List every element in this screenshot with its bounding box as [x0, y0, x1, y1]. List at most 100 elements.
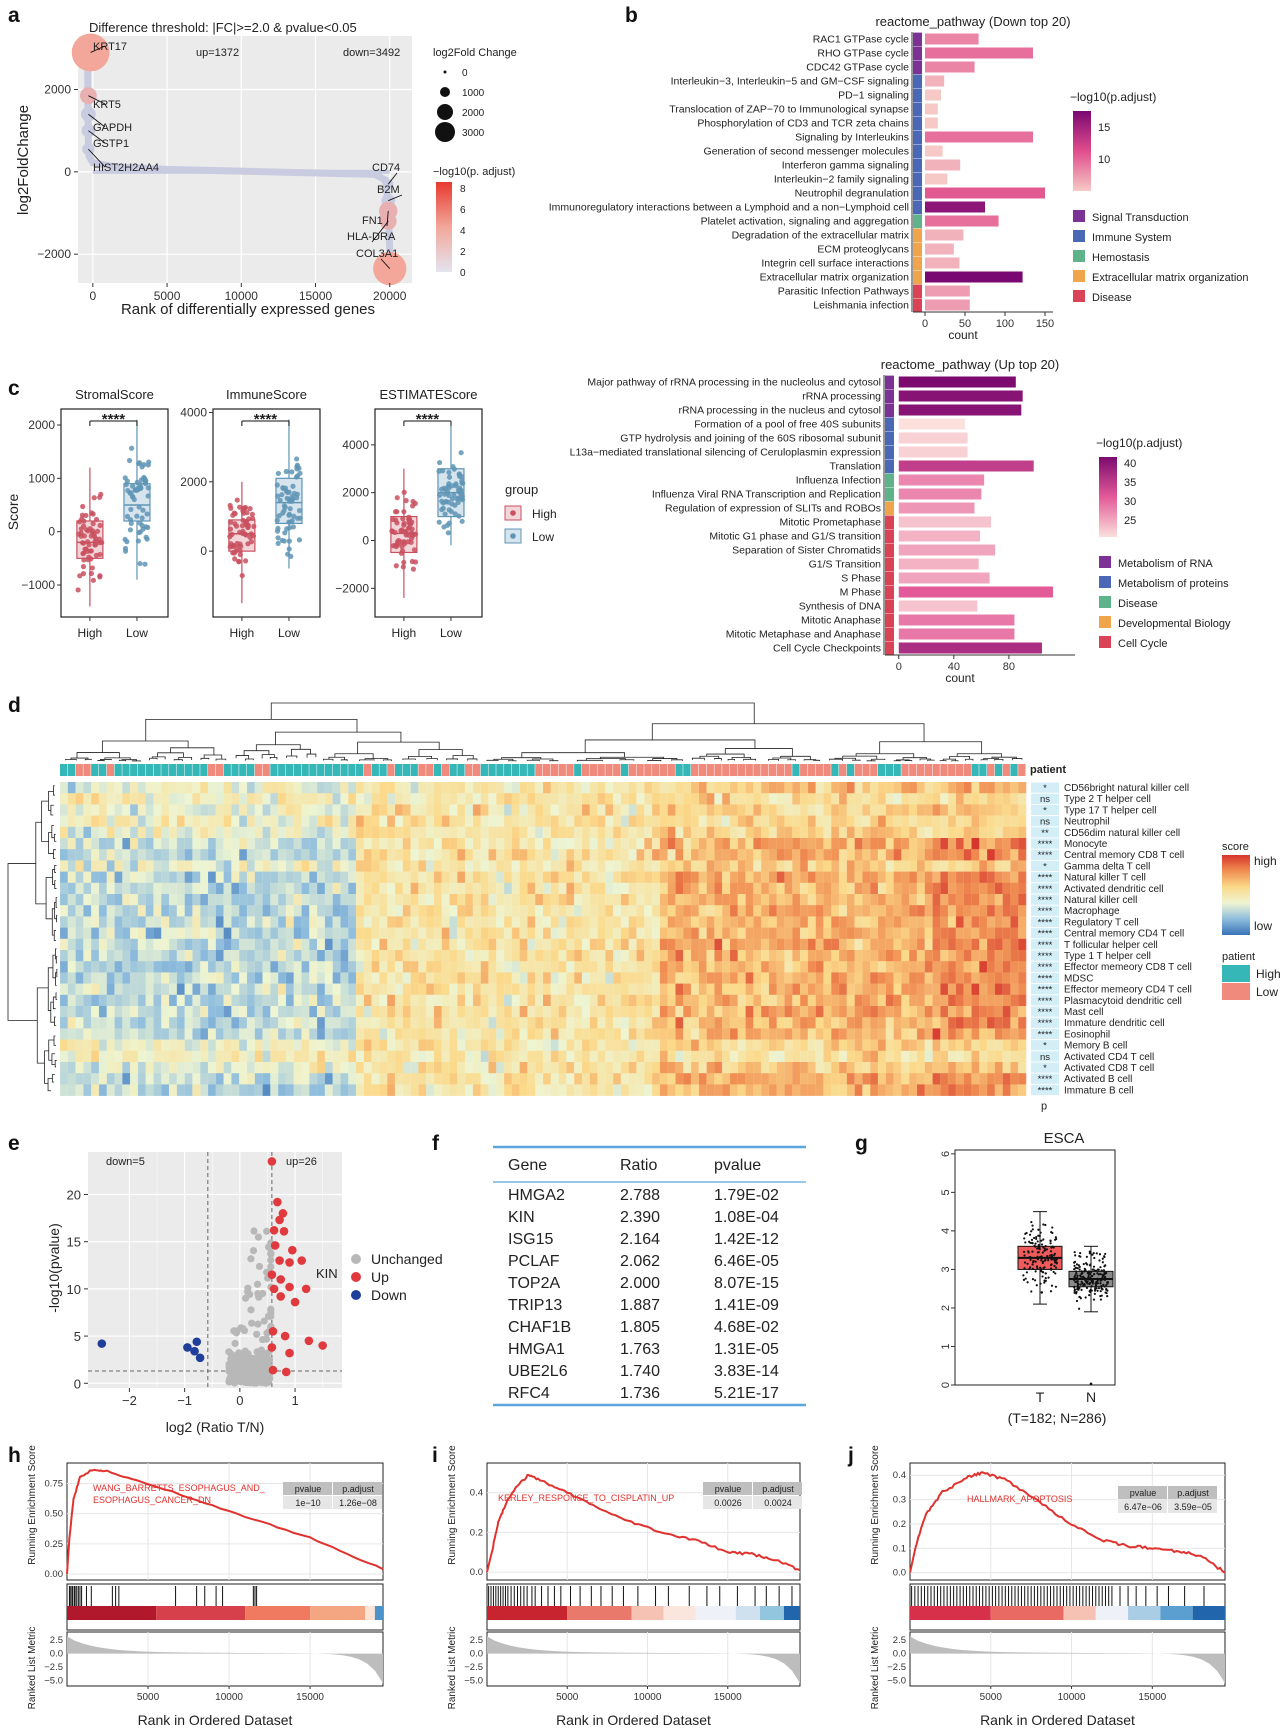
data-point — [91, 495, 97, 501]
heatmap-cell — [348, 1039, 357, 1052]
heatmap-cell — [955, 950, 964, 962]
heatmap-cell — [387, 849, 396, 861]
patient-annotation-cell — [309, 764, 317, 776]
heatmap-cell — [807, 983, 816, 996]
score-legend-bar — [1222, 855, 1250, 935]
heatmap-cell — [948, 860, 957, 872]
heatmap-cell — [418, 916, 427, 928]
heatmap-cell — [979, 793, 988, 805]
heatmap-cell — [301, 894, 310, 906]
heatmap-cell — [324, 849, 333, 861]
heatmap-cell — [433, 871, 443, 884]
data-point — [275, 535, 281, 541]
heatmap-cell — [114, 826, 123, 839]
heatmap-cell — [870, 938, 879, 951]
heatmap-cell — [457, 916, 466, 928]
heatmap-cell — [215, 905, 224, 917]
heatmap-cell — [285, 1062, 295, 1074]
heatmap-cell — [761, 882, 770, 895]
heatmap-cell — [909, 905, 918, 917]
heatmap-cell — [885, 871, 894, 884]
heatmap-cell — [114, 894, 123, 906]
heatmap-cell — [815, 961, 824, 973]
data-point — [89, 565, 95, 571]
heatmap-cell — [706, 838, 715, 850]
heatmap-cell — [278, 1006, 287, 1018]
bar — [925, 173, 948, 185]
heatmap-cell — [628, 849, 637, 861]
heatmap-cell — [285, 894, 295, 906]
dendrogram-branch — [866, 760, 876, 762]
heatmap-cell — [410, 983, 419, 996]
heatmap-cell — [356, 1062, 365, 1074]
heatmap-cell — [558, 815, 567, 828]
heatmap-cell — [363, 894, 372, 906]
heatmap-cell — [535, 815, 544, 828]
heatmap-cell — [823, 838, 832, 850]
heatmap-cell — [371, 815, 380, 828]
heatmap-cell — [846, 994, 855, 1007]
heatmap-cell — [293, 927, 302, 940]
data-point — [290, 496, 296, 502]
data-point — [227, 534, 233, 540]
heatmap-cell — [971, 938, 980, 951]
heatmap-cell — [324, 1039, 333, 1052]
heatmap-cell — [254, 972, 263, 984]
heatmap-cell — [714, 782, 723, 794]
heatmap-cell — [285, 804, 295, 816]
heatmap-cell — [1018, 1050, 1027, 1063]
heatmap-cell — [91, 1017, 100, 1029]
heatmap-cell — [465, 882, 474, 895]
heatmap-cell — [971, 1028, 980, 1040]
heatmap-cell — [457, 894, 466, 906]
heatmap-cell — [91, 815, 100, 828]
bar — [898, 628, 1015, 640]
heatmap-cell — [231, 983, 240, 996]
heatmap-cell — [106, 1050, 115, 1063]
heatmap-cell — [1002, 1039, 1011, 1052]
heatmap-cell — [722, 983, 731, 996]
heatmap-cell — [722, 905, 731, 917]
heatmap-cell — [511, 871, 520, 884]
heatmap-cell — [543, 1006, 552, 1018]
heatmap-cell — [636, 905, 645, 917]
heatmap-cell — [457, 994, 466, 1007]
heatmap-cell — [706, 905, 715, 917]
heatmap-cell — [652, 871, 661, 884]
data-point — [145, 485, 151, 491]
gene-leader — [386, 210, 389, 227]
legend-title: −log10(p. adjust) — [433, 166, 515, 178]
heatmap-cell — [379, 1084, 388, 1096]
heatmap-cell — [839, 1050, 848, 1063]
patient-annotation-cell — [683, 764, 691, 776]
heatmap-cell — [472, 1006, 481, 1018]
heatmap-cell — [153, 882, 162, 895]
heatmap-cell — [839, 849, 848, 861]
heatmap-cell — [356, 894, 365, 906]
heatmap-cell — [348, 1028, 357, 1040]
heatmap-cell — [979, 938, 988, 951]
heatmap-cell — [317, 849, 326, 861]
heatmap-cell — [706, 1028, 715, 1040]
unchanged-point — [253, 1330, 261, 1338]
heatmap-cell — [488, 1073, 497, 1085]
heatmap-cell — [371, 916, 380, 928]
heatmap-cell — [589, 1017, 598, 1029]
dendrogram-branch — [54, 880, 57, 889]
heatmap-cell — [800, 1062, 809, 1074]
p-label: * — [1043, 1041, 1047, 1052]
heatmap-cell — [239, 961, 248, 973]
heatmap-cell — [885, 815, 894, 828]
heatmap-cell — [488, 1062, 497, 1074]
heatmap-cell — [768, 1073, 778, 1085]
heatmap-cell — [145, 961, 154, 973]
data-point — [90, 521, 96, 527]
heatmap-cell — [426, 815, 435, 828]
heatmap-cell — [535, 804, 544, 816]
data-point — [126, 457, 133, 464]
heatmap-cell — [246, 1039, 256, 1052]
heatmap-cell — [363, 782, 372, 794]
patient-annotation-cell — [854, 764, 862, 776]
heatmap-cell — [994, 838, 1003, 850]
heatmap-cell — [379, 1006, 388, 1018]
